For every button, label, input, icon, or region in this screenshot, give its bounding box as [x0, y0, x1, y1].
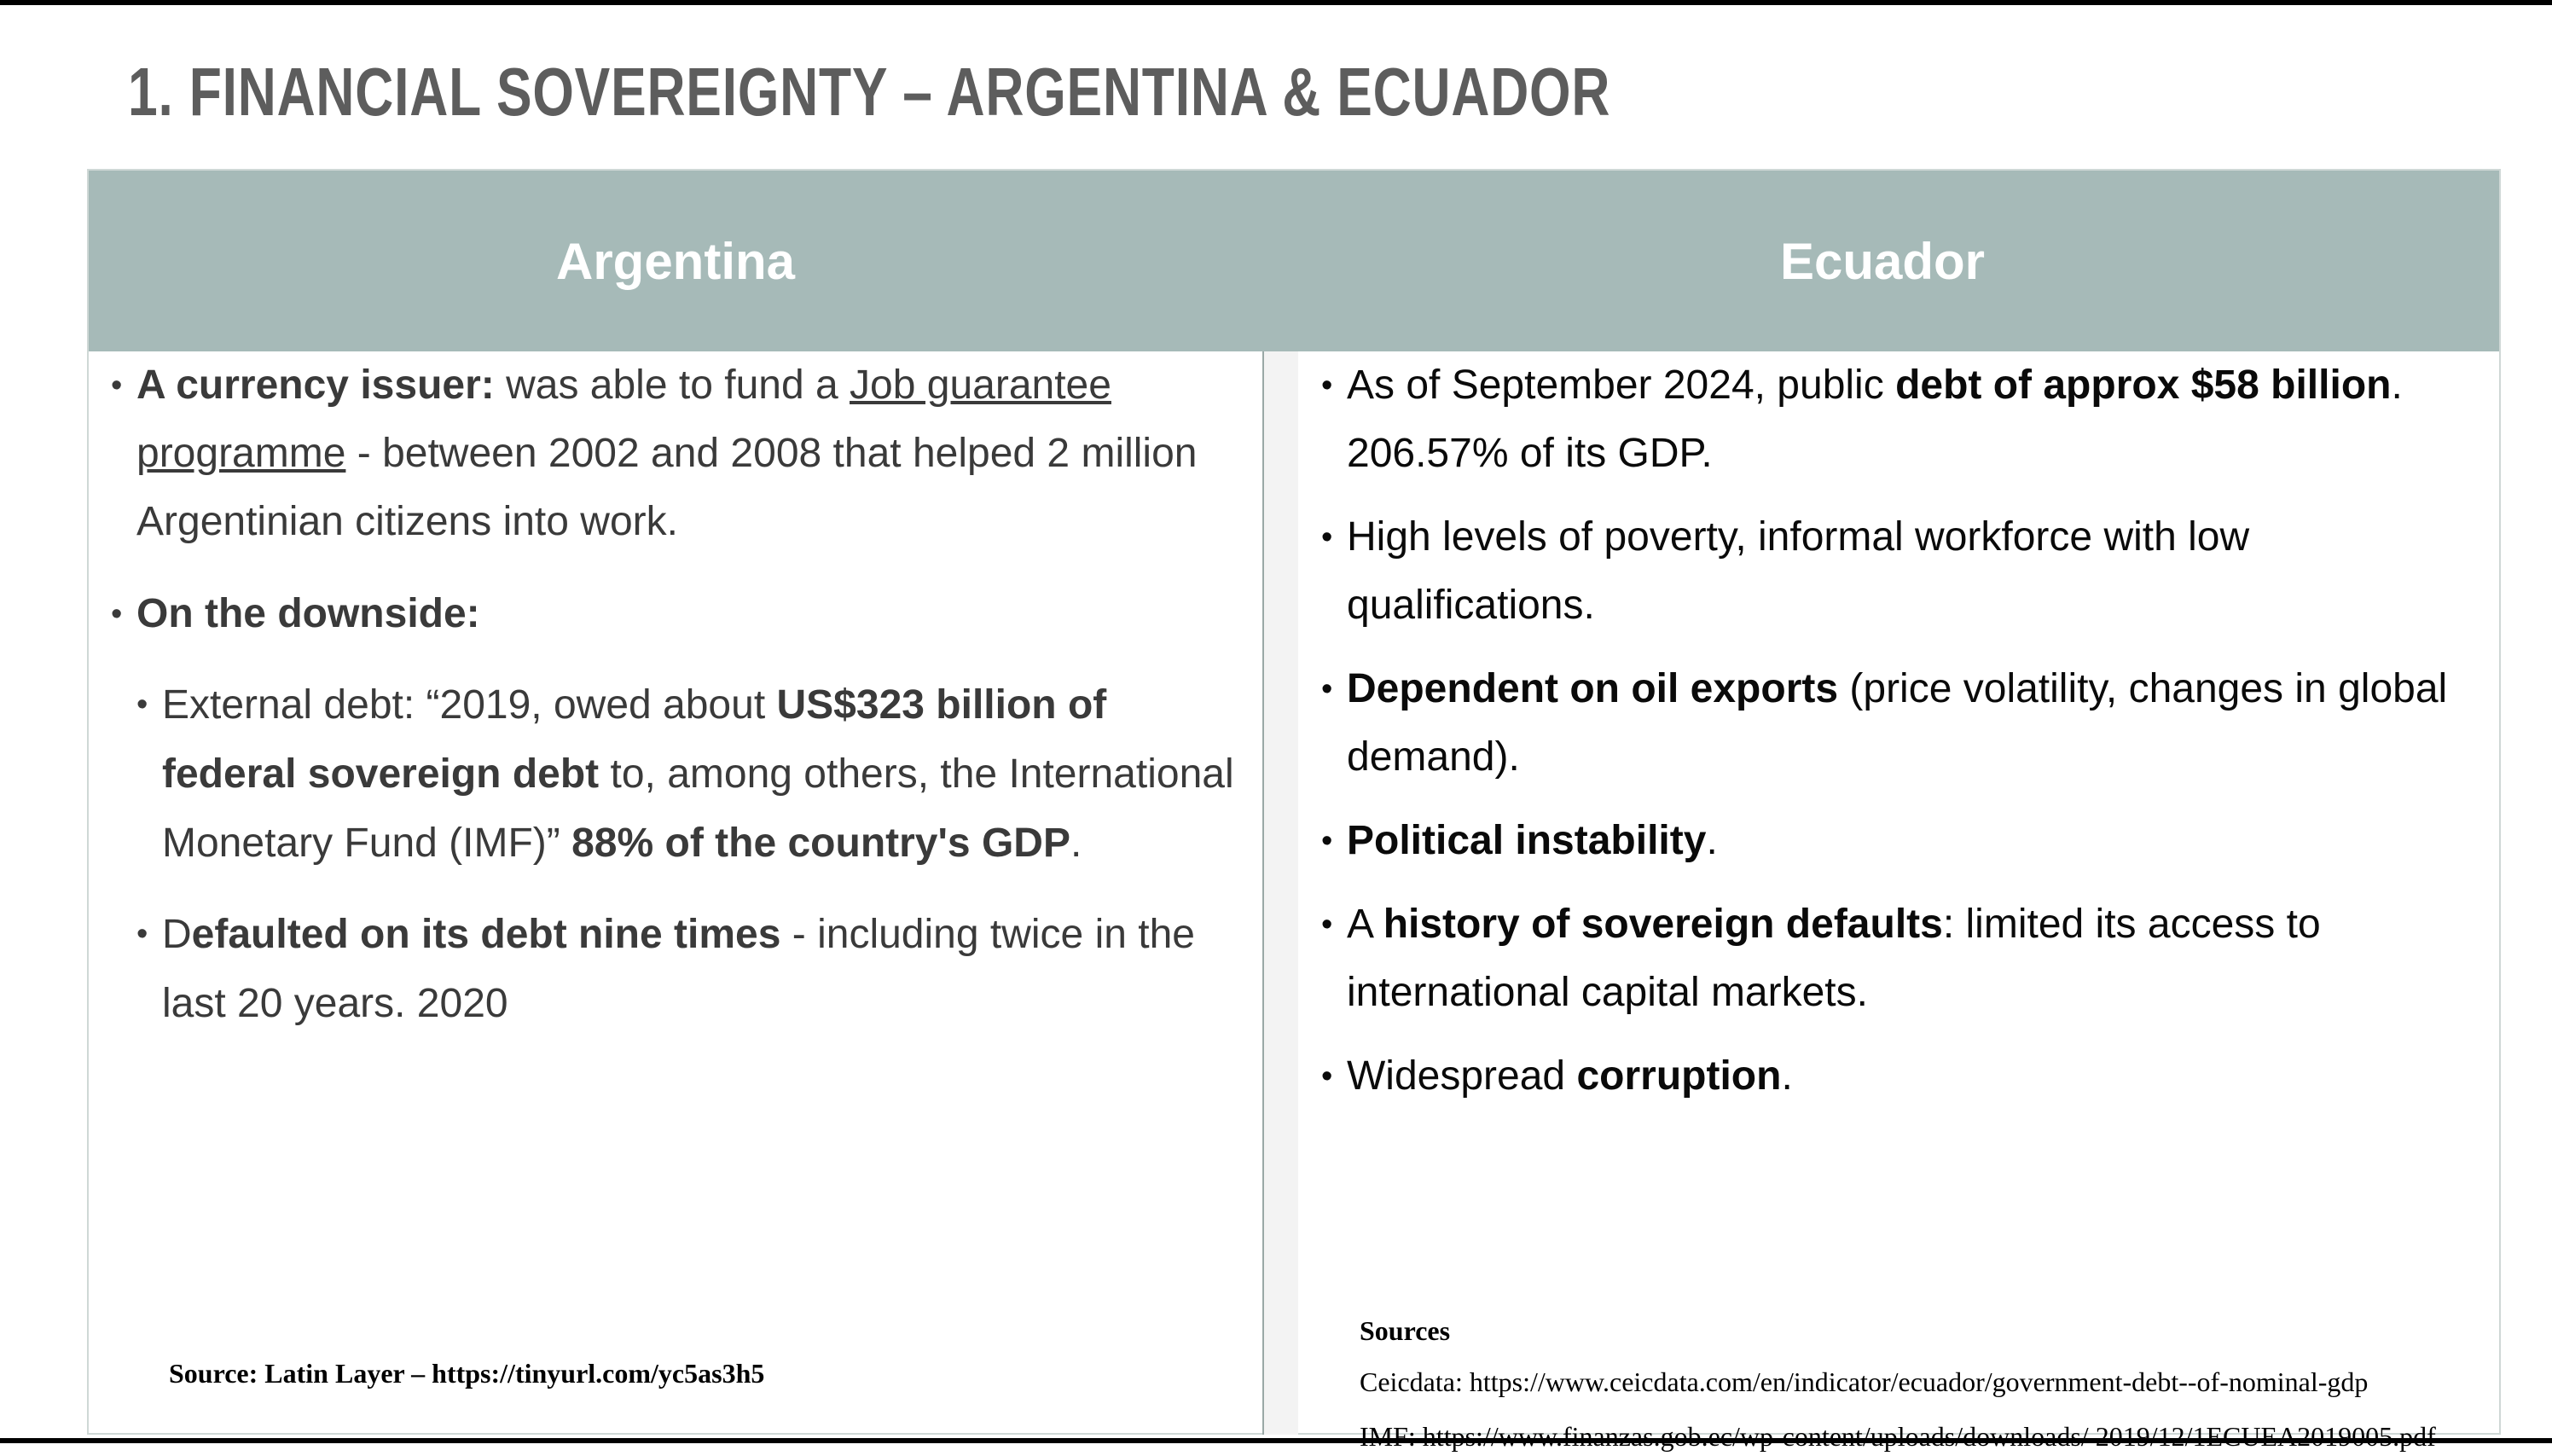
list-item: Widespread corruption. [1321, 1042, 2456, 1111]
item-text: As of September 2024, public [1347, 363, 1896, 408]
argentina-cell: A currency issuer: was able to fund a Jo… [89, 351, 1262, 1435]
sublist-wrapper: External debt: “2019, owed about US$323 … [136, 670, 1245, 1038]
list-item: A history of sovereign defaults: limited… [1321, 890, 2456, 1027]
scroll-strip [1264, 351, 1298, 1435]
sources-title: Sources [1360, 1315, 1451, 1346]
item-text: . 206.57% of its GDP. [1347, 363, 2403, 476]
item-text: : limited its access to international ca… [1347, 902, 2321, 1015]
list-item: High levels of poverty, informal workfor… [1321, 503, 2456, 640]
list-item: Dependent on oil exports (price volatili… [1321, 655, 2456, 792]
item-text: D [162, 912, 192, 957]
item-text: Widespread [1347, 1053, 1577, 1099]
top-border [0, 0, 2552, 5]
header-argentina: Argentina [555, 232, 796, 290]
list-item: Defaulted on its debt nine times - inclu… [136, 900, 1245, 1038]
argentina-source: Source: Latin Layer – https://tinyurl.co… [169, 1358, 765, 1389]
bold-text: history of sovereign defaults [1383, 902, 1943, 947]
ecuador-sources: Sources Ceicdata: https://www.ceicdata.c… [1360, 1315, 2443, 1456]
item-text: was able to fund a [494, 363, 850, 408]
item-text: - between 2002 and 2008 that helped 2 mi… [136, 431, 1198, 544]
column-divider [1262, 351, 1264, 1435]
bold-text: Political instability [1347, 818, 1707, 863]
item-text: (price volatility, changes in global dem… [1347, 666, 2448, 780]
bottom-border [0, 1438, 2552, 1443]
item-text: High levels of poverty, informal workfor… [1347, 514, 2250, 628]
job-guarantee-link[interactable]: Job guarantee programme [136, 363, 1111, 476]
list-item: External debt: “2019, owed about US$323 … [136, 670, 1245, 878]
slide-title: 1. FINANCIAL SOVEREIGNTY – ARGENTINA & E… [128, 54, 1611, 130]
item-text: . [1706, 818, 1718, 863]
bold-text: 88% of the country's GDP [571, 821, 1070, 866]
bold-text: corruption [1576, 1053, 1782, 1099]
list-item: On the downside: [111, 580, 1245, 648]
source-ceicdata: Ceicdata: https://www.ceicdata.com/en/in… [1360, 1366, 2369, 1397]
comparison-table: Argentina Ecuador A currency issuer: was… [87, 169, 2501, 1452]
argentina-list: A currency issuer: was able to fund a Jo… [111, 351, 1245, 1038]
header-ecuador: Ecuador [1779, 232, 1986, 290]
item-text: . [1781, 1053, 1793, 1099]
item-text: to, among others, the International Mone… [162, 751, 1234, 866]
bold-text: A currency issuer: [136, 363, 495, 408]
bold-text: efaulted on its debt nine times [191, 912, 781, 957]
list-item: Political instability. [1321, 807, 2456, 875]
item-text: A [1347, 902, 1383, 947]
bold-text: US$323 billion of federal sovereign debt [162, 682, 1107, 797]
ecuador-list: As of September 2024, public debt of app… [1321, 351, 2456, 1126]
bold-text: On the downside: [136, 591, 480, 636]
bold-text: debt of approx $58 billion [1895, 363, 2392, 408]
item-text: - including twice in the last 20 years. … [162, 912, 1195, 1026]
ecuador-cell: As of September 2024, public debt of app… [1298, 351, 2501, 1452]
list-item: As of September 2024, public debt of app… [1321, 351, 2456, 488]
list-item: A currency issuer: was able to fund a Jo… [111, 351, 1245, 556]
bold-text: Dependent on oil exports [1347, 666, 1839, 711]
item-text: External debt: “2019, owed about [162, 682, 777, 728]
source-imf: IMF: https://www.finanzas.gob.ec/wp-cont… [1360, 1421, 2436, 1452]
argentina-sublist: External debt: “2019, owed about US$323 … [136, 670, 1245, 1038]
table-header-row: Argentina Ecuador [89, 171, 2499, 351]
item-text: . [1070, 821, 1082, 866]
